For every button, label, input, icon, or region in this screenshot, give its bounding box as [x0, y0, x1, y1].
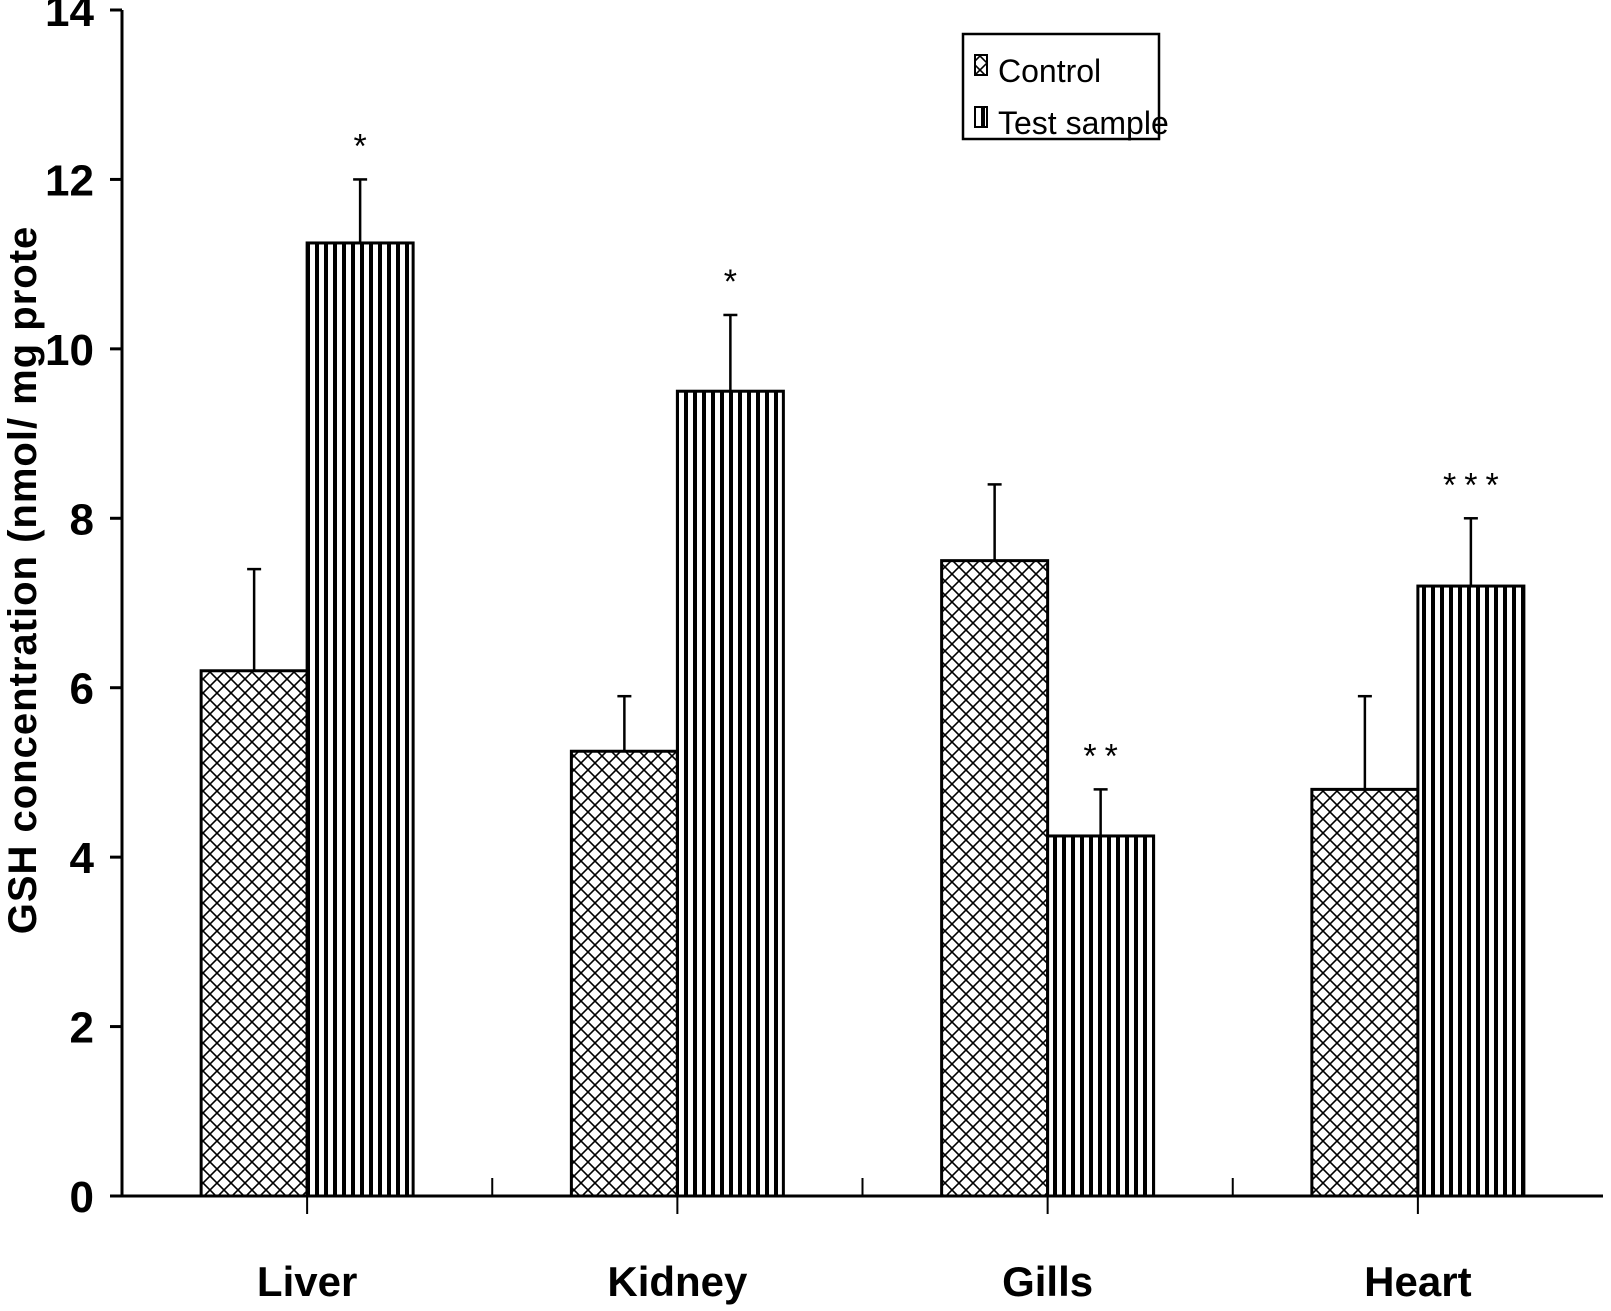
- y-tick-label: 8: [70, 495, 94, 544]
- bar-control: [940, 559, 1050, 1198]
- x-category-label: Liver: [257, 1258, 357, 1305]
- bar-control: [199, 669, 309, 1198]
- x-category-label: Gills: [1002, 1258, 1093, 1305]
- y-tick-label: 4: [70, 834, 95, 883]
- y-tick-label: 6: [70, 665, 94, 714]
- y-tick-label: 0: [70, 1173, 94, 1222]
- bars: [199, 178, 1526, 1198]
- legend: Control Test sample: [961, 32, 1169, 141]
- legend-swatch-control: [974, 54, 988, 76]
- x-category-label: Heart: [1364, 1258, 1471, 1305]
- legend-label-control: Control: [998, 53, 1101, 89]
- y-tick-label: 10: [45, 326, 94, 375]
- legend-box: [961, 32, 1161, 141]
- x-category-label: Kidney: [607, 1258, 748, 1305]
- bar-test-sample: [305, 241, 415, 1198]
- bar-control: [569, 749, 679, 1198]
- y-tick-label: 2: [70, 1004, 94, 1053]
- y-axis-label: GSH concentration (nmol/ mg prote: [1, 226, 45, 935]
- significance-marker: *: [354, 127, 375, 165]
- labels: 0 2 4 6 8 10 12 14 Liver * Kidney * Gills ** Heart ***: [45, 0, 1507, 1305]
- y-tick-label: 14: [45, 0, 94, 36]
- y-tick-label: 12: [45, 156, 94, 205]
- significance-marker: ***: [1443, 466, 1507, 504]
- legend-swatch-test: [974, 106, 988, 128]
- significance-marker: **: [1083, 737, 1125, 775]
- legend-label-test: Test sample: [998, 105, 1169, 141]
- bar-test-sample: [1046, 834, 1156, 1198]
- bar-test-sample: [1416, 584, 1526, 1198]
- bar-control: [1310, 787, 1420, 1198]
- bar-test-sample: [675, 389, 785, 1198]
- significance-marker: *: [724, 263, 745, 301]
